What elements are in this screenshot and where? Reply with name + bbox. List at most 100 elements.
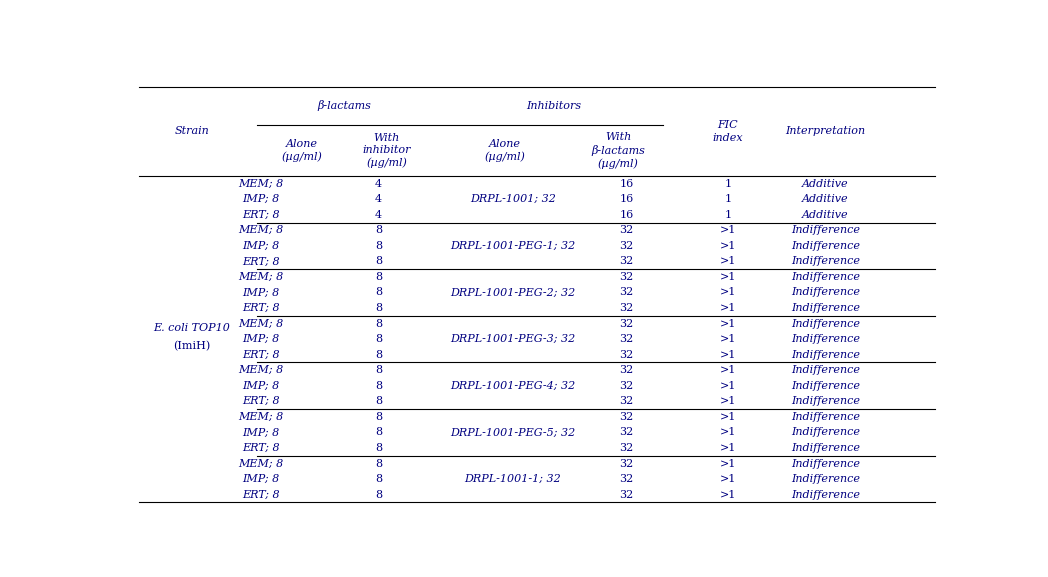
Text: MEM; 8: MEM; 8: [238, 459, 284, 469]
Text: IMP; 8: IMP; 8: [242, 334, 280, 344]
Text: 8: 8: [375, 459, 383, 469]
Text: Indifference: Indifference: [791, 412, 860, 422]
Text: 1: 1: [724, 210, 732, 220]
Text: >1: >1: [720, 350, 736, 359]
Text: 32: 32: [619, 381, 634, 391]
Text: DRPL-1001-1; 32: DRPL-1001-1; 32: [464, 474, 561, 484]
Text: DRPL-1001; 32: DRPL-1001; 32: [470, 194, 555, 204]
Text: With
inhibitor
(µg/ml): With inhibitor (µg/ml): [363, 133, 411, 168]
Text: >1: >1: [720, 303, 736, 313]
Text: IMP; 8: IMP; 8: [242, 287, 280, 298]
Text: ERT; 8: ERT; 8: [242, 303, 280, 313]
Text: IMP; 8: IMP; 8: [242, 194, 280, 204]
Text: 8: 8: [375, 303, 383, 313]
Text: DRPL-1001-PEG-5; 32: DRPL-1001-PEG-5; 32: [450, 428, 575, 437]
Text: 8: 8: [375, 334, 383, 344]
Text: Indifference: Indifference: [791, 428, 860, 437]
Text: 32: 32: [619, 474, 634, 484]
Text: 8: 8: [375, 225, 383, 235]
Text: ERT; 8: ERT; 8: [242, 396, 280, 406]
Text: Additive: Additive: [802, 210, 849, 220]
Text: DRPL-1001-PEG-2; 32: DRPL-1001-PEG-2; 32: [450, 287, 575, 298]
Text: Indifference: Indifference: [791, 334, 860, 344]
Text: 16: 16: [619, 179, 634, 189]
Text: 32: 32: [619, 365, 634, 375]
Text: MEM; 8: MEM; 8: [238, 225, 284, 235]
Text: IMP; 8: IMP; 8: [242, 241, 280, 251]
Text: >1: >1: [720, 490, 736, 500]
Text: 32: 32: [619, 396, 634, 406]
Text: 32: 32: [619, 287, 634, 298]
Text: 8: 8: [375, 490, 383, 500]
Text: 8: 8: [375, 241, 383, 251]
Text: 32: 32: [619, 428, 634, 437]
Text: 32: 32: [619, 350, 634, 359]
Text: Interpretation: Interpretation: [785, 126, 866, 136]
Text: Indifference: Indifference: [791, 459, 860, 469]
Text: Indifference: Indifference: [791, 396, 860, 406]
Text: >1: >1: [720, 334, 736, 344]
Text: Indifference: Indifference: [791, 381, 860, 391]
Text: >1: >1: [720, 287, 736, 298]
Text: Indifference: Indifference: [791, 256, 860, 267]
Text: Indifference: Indifference: [791, 225, 860, 235]
Text: 8: 8: [375, 428, 383, 437]
Text: IMP; 8: IMP; 8: [242, 381, 280, 391]
Text: Alone
(µg/ml): Alone (µg/ml): [281, 138, 322, 162]
Text: 32: 32: [619, 334, 634, 344]
Text: 8: 8: [375, 396, 383, 406]
Text: Indifference: Indifference: [791, 319, 860, 328]
Text: >1: >1: [720, 365, 736, 375]
Text: >1: >1: [720, 225, 736, 235]
Text: Additive: Additive: [802, 194, 849, 204]
Text: FIC
index: FIC index: [713, 120, 743, 143]
Text: Indifference: Indifference: [791, 287, 860, 298]
Text: 4: 4: [375, 179, 383, 189]
Text: β-lactams: β-lactams: [318, 100, 371, 111]
Text: Indifference: Indifference: [791, 490, 860, 500]
Text: With
β-lactams
(µg/ml): With β-lactams (µg/ml): [591, 132, 646, 168]
Text: ERT; 8: ERT; 8: [242, 490, 280, 500]
Text: MEM; 8: MEM; 8: [238, 272, 284, 282]
Text: 32: 32: [619, 490, 634, 500]
Text: Strain: Strain: [175, 126, 210, 136]
Text: Alone
(µg/ml): Alone (µg/ml): [484, 138, 525, 162]
Text: 32: 32: [619, 241, 634, 251]
Text: 32: 32: [619, 272, 634, 282]
Text: Indifference: Indifference: [791, 272, 860, 282]
Text: 16: 16: [619, 194, 634, 204]
Text: 32: 32: [619, 256, 634, 267]
Text: ERT; 8: ERT; 8: [242, 256, 280, 267]
Text: >1: >1: [720, 272, 736, 282]
Text: Indifference: Indifference: [791, 365, 860, 375]
Text: 8: 8: [375, 319, 383, 328]
Text: >1: >1: [720, 241, 736, 251]
Text: 32: 32: [619, 303, 634, 313]
Text: E. coli TOP10: E. coli TOP10: [153, 323, 231, 333]
Text: >1: >1: [720, 443, 736, 453]
Text: 8: 8: [375, 412, 383, 422]
Text: 32: 32: [619, 412, 634, 422]
Text: Indifference: Indifference: [791, 350, 860, 359]
Text: 8: 8: [375, 365, 383, 375]
Text: >1: >1: [720, 319, 736, 328]
Text: >1: >1: [720, 474, 736, 484]
Text: Additive: Additive: [802, 179, 849, 189]
Text: 32: 32: [619, 459, 634, 469]
Text: 8: 8: [375, 381, 383, 391]
Text: MEM; 8: MEM; 8: [238, 319, 284, 328]
Text: Indifference: Indifference: [791, 474, 860, 484]
Text: DRPL-1001-PEG-3; 32: DRPL-1001-PEG-3; 32: [450, 334, 575, 344]
Text: 8: 8: [375, 287, 383, 298]
Text: MEM; 8: MEM; 8: [238, 365, 284, 375]
Text: MEM; 8: MEM; 8: [238, 412, 284, 422]
Text: (ImiH): (ImiH): [173, 340, 211, 351]
Text: 8: 8: [375, 256, 383, 267]
Text: 8: 8: [375, 474, 383, 484]
Text: 16: 16: [619, 210, 634, 220]
Text: >1: >1: [720, 428, 736, 437]
Text: 32: 32: [619, 319, 634, 328]
Text: ERT; 8: ERT; 8: [242, 350, 280, 359]
Text: Indifference: Indifference: [791, 443, 860, 453]
Text: MEM; 8: MEM; 8: [238, 179, 284, 189]
